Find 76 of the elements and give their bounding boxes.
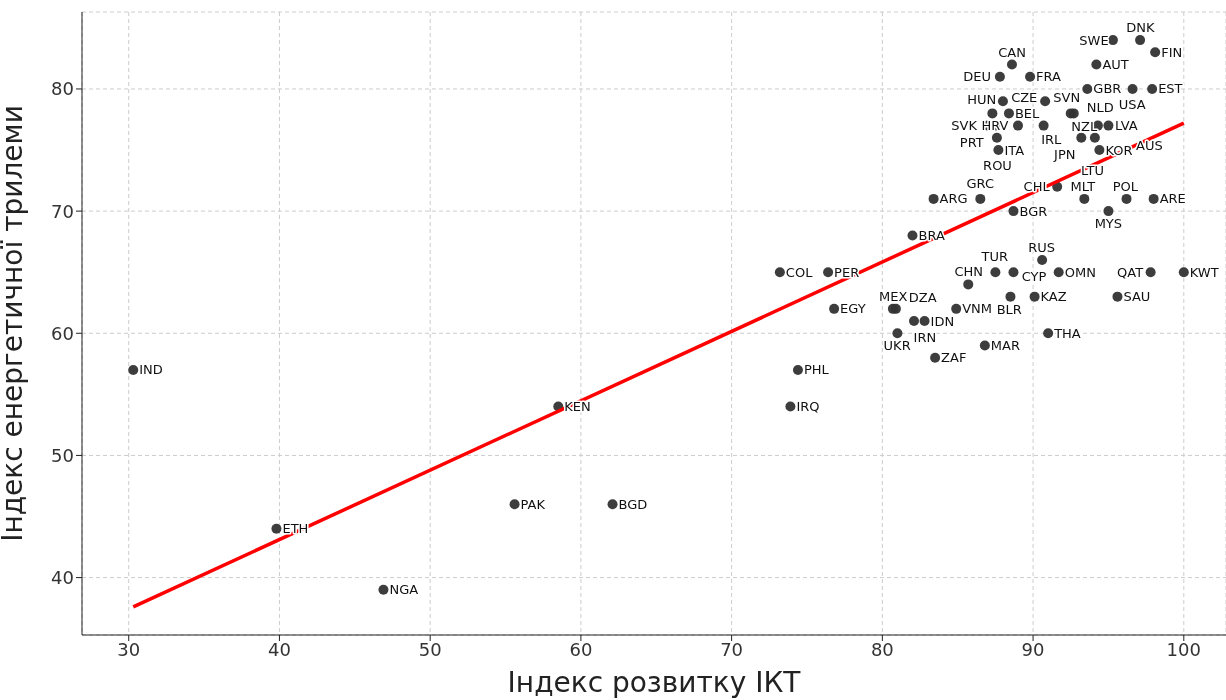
x-tick-label: 70 [720,638,744,660]
annotation: LTU [1081,162,1104,178]
annotation: OMN [1064,264,1096,280]
y-tick-label: 50 [51,444,74,466]
annotation: GBR [1093,81,1122,97]
y-tick-label: 70 [51,200,74,222]
annotation: BEL [1014,105,1041,121]
annotation: ITA [1004,142,1025,158]
annotation: BGR [1019,203,1048,219]
annotation: KEN [564,399,591,415]
annotation: MYS [1094,216,1123,232]
x-tick-label: 80 [870,638,894,660]
annotation: PRT [959,134,984,150]
annotation: IND [139,362,163,378]
annotation: CZE [1011,89,1038,105]
annotation: IRQ [796,399,820,415]
annotation: MEX [879,288,908,304]
x-tick-label: 90 [1021,638,1045,660]
annotation: KWT [1189,264,1219,280]
annotation: BGD [618,496,648,512]
annotation: LVA [1114,118,1138,134]
annotation: POL [1112,178,1139,194]
annotation: DNK [1126,20,1156,36]
annotation: PAK [520,496,546,512]
annotation: RUS [1028,239,1056,255]
annotation: TUR [980,249,1009,265]
annotation: UKR [883,338,911,354]
annotation: GRC [966,175,995,191]
annotation: VNM [962,301,993,317]
annotation: BLR [996,301,1022,317]
x-tick-label: 40 [268,638,291,660]
annotation: IDN [930,313,955,329]
y-tick-label: 80 [51,78,74,100]
annotation: ARG [939,191,968,207]
annotation: PHL [803,362,830,378]
annotation: JPN [1053,147,1076,163]
annotation: USA [1118,96,1146,112]
annotation: IRL [1041,131,1063,147]
annotation: AUS [1136,138,1163,154]
x-tick-label: 50 [418,638,442,660]
annotation: THA [1053,325,1081,341]
annotation: PER [834,264,860,280]
annotation: SAU [1123,289,1151,305]
y-tick-label: 40 [51,566,74,588]
x-tick-label: 100 [1166,638,1201,660]
annotation: ROU [983,157,1012,173]
y-axis-title: Індекс енергетичної трилеми [0,105,29,542]
annotation: EGY [840,301,866,317]
annotation: EST [1158,81,1183,97]
annotation: DEU [963,69,992,85]
annotation: QAT [1117,264,1144,280]
y-tick-label: 60 [51,322,74,344]
annotation: FRA [1036,69,1062,85]
annotation: CHN [954,264,984,280]
x-tick-label: 60 [569,638,593,660]
annotation: CYP [1021,268,1047,284]
annotation: HUN [967,92,997,108]
annotation: MAR [990,337,1020,353]
annotation: IRN [913,330,937,346]
annotation: NLD [1086,99,1114,115]
annotation: COL [785,264,814,280]
annotation: FIN [1161,44,1183,60]
annotation: ZAF [941,350,967,366]
annotation: CAN [998,44,1026,60]
annotation: AUT [1102,57,1129,73]
annotation: ARE [1159,191,1186,207]
annotation: NGA [389,582,419,598]
annotation: SVN [1053,89,1081,105]
annotation: SWE [1079,32,1109,48]
annotation: SVK [951,118,978,134]
annotation: DZA [908,289,937,305]
x-tick-label: 30 [117,638,141,660]
annotation: NZL [1071,119,1098,135]
annotation: KAZ [1040,289,1067,305]
annotation: MLT [1070,178,1096,194]
x-axis-title: Індекс розвитку ІКТ [507,666,802,699]
